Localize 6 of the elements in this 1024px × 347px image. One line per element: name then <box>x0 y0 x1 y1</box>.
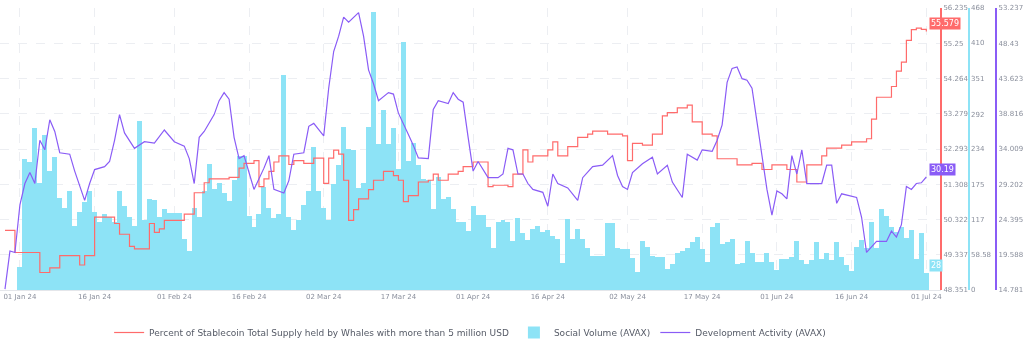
legend-label: Social Volume (AVAX) <box>553 328 651 339</box>
legend-label: Percent of Stablecoin Total Supply held by Whales with more than 5 million USD <box>149 328 509 339</box>
data-label: 55.579 <box>931 19 959 28</box>
legend-label: Development Activity (AVAX) <box>695 328 826 339</box>
data-label: 28 <box>931 261 942 270</box>
data-label: 30.19 <box>931 165 954 174</box>
